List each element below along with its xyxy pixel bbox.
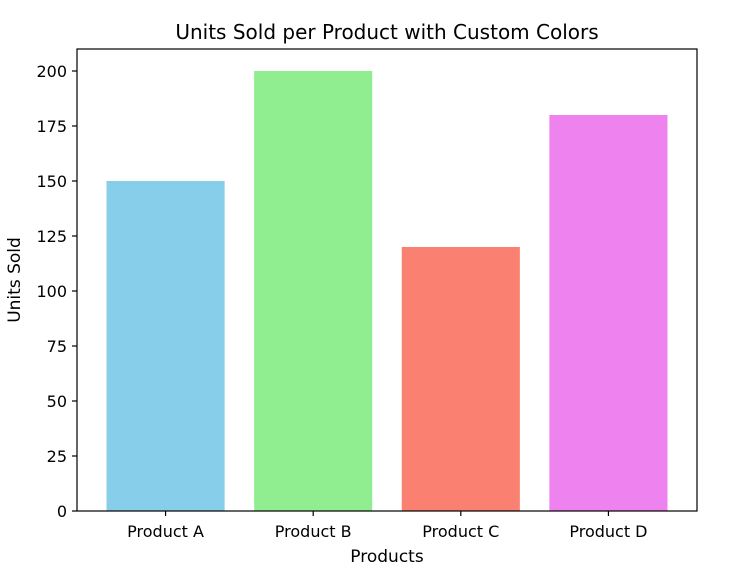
y-tick-label: 150 <box>36 172 67 191</box>
bar-product-a <box>106 181 225 511</box>
x-tick-label: Product B <box>275 522 352 541</box>
y-tick-label: 50 <box>47 392 67 411</box>
x-tick-label: Product A <box>127 522 204 541</box>
y-axis-label: Units Sold <box>5 237 25 323</box>
y-axis: 0 25 50 75 100 125 150 175 200 <box>36 62 77 521</box>
x-tick-label: Product C <box>422 522 499 541</box>
plot-frame <box>76 48 698 512</box>
y-tick-label: 75 <box>47 337 67 356</box>
x-axis: Product A Product B Product C Product D <box>127 511 648 541</box>
bar-product-d <box>549 115 668 511</box>
x-tick-label: Product D <box>569 522 647 541</box>
bar-product-b <box>254 71 373 511</box>
y-tick-label: 100 <box>36 282 67 301</box>
chart-title: Units Sold per Product with Custom Color… <box>175 20 598 44</box>
y-tick-label: 0 <box>57 502 67 521</box>
y-tick-label: 125 <box>36 227 67 246</box>
y-tick-label: 200 <box>36 62 67 81</box>
y-tick-label: 25 <box>47 447 67 466</box>
bar-product-c <box>401 247 520 511</box>
y-tick-label: 175 <box>36 117 67 136</box>
x-axis-label: Products <box>350 547 424 567</box>
bar-group <box>106 71 668 511</box>
